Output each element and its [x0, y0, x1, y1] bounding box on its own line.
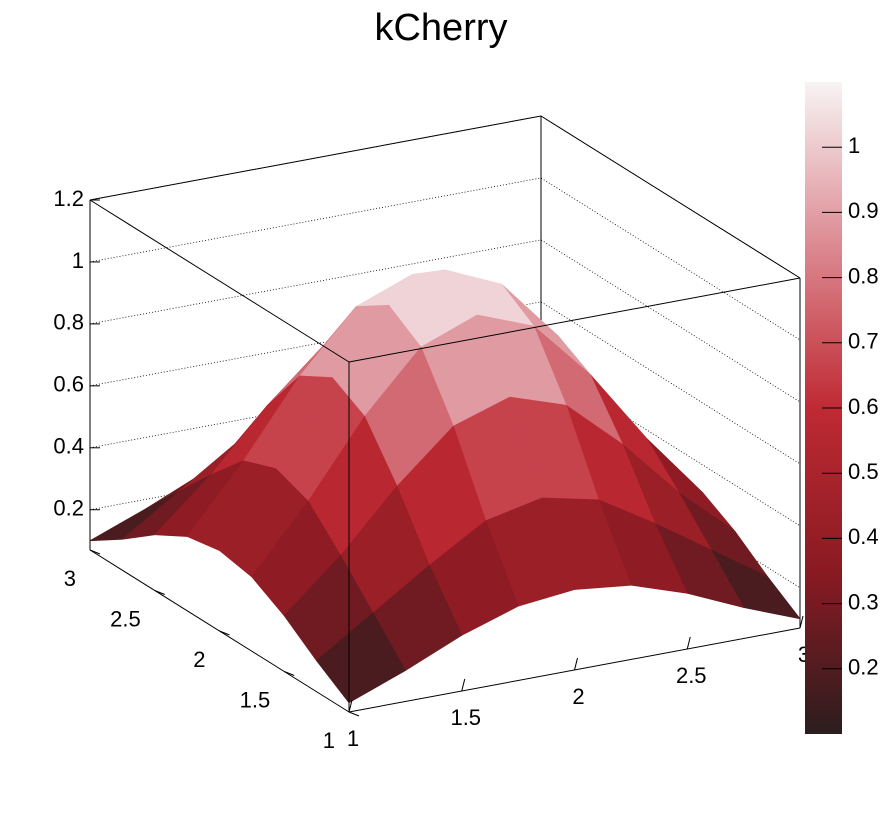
chart-title: kCherry	[374, 7, 507, 49]
colorbar-tick-label: 1	[848, 133, 860, 158]
colorbar-tick-label: 0.7	[848, 329, 879, 354]
y-tick	[154, 590, 165, 595]
x-tick	[686, 636, 691, 650]
y-tick-label: 1.5	[240, 687, 271, 712]
box-edge	[540, 115, 801, 279]
surface-cell	[316, 612, 406, 704]
z-tick-label: 0.4	[53, 434, 84, 459]
colorbar-tick-label: 0.5	[848, 459, 879, 484]
x-tick	[799, 615, 804, 629]
colorbar-tick-label: 0.4	[848, 524, 879, 549]
y-tick-label: 2	[193, 647, 205, 672]
box-edge	[89, 199, 350, 363]
z-tick-label: 0.6	[53, 372, 84, 397]
z-tick-label: 0.2	[53, 496, 84, 521]
colorbar-tick-label: 0.9	[848, 198, 879, 223]
y-tick-label: 1	[323, 728, 335, 753]
y-tick	[284, 671, 295, 676]
box-edge	[348, 277, 801, 363]
colorbar: 0.2 0.3 0.4 0.5 0.6 0.7 0.8 0.9 1	[805, 82, 879, 734]
x-tick-label: 2.5	[676, 663, 707, 688]
colorbar-tick-label: 0.8	[848, 263, 879, 288]
surface	[89, 269, 801, 704]
x-tick	[574, 657, 578, 671]
y-tick-label: 3	[64, 566, 76, 591]
box-edge	[89, 115, 542, 201]
y-tick	[348, 711, 360, 717]
z-tick-label: 1.2	[53, 186, 84, 211]
y-tick-label: 2.5	[110, 606, 141, 631]
x-tick-label: 1	[347, 726, 359, 751]
x-tick-label: 2	[572, 684, 584, 709]
colorbar-tick-label: 0.6	[848, 394, 879, 419]
colorbar-tick-label: 0.2	[848, 655, 879, 680]
back-walls: 0.2 0.4 0.6 0.8 1 1.2	[53, 115, 801, 628]
x-tick	[461, 678, 466, 692]
x-tick	[348, 699, 353, 713]
x-tick-label: 1.5	[450, 705, 481, 730]
z-tick-label: 0.8	[53, 310, 84, 335]
y-tick	[89, 549, 101, 555]
z-tick-label: 1	[72, 248, 84, 273]
y-tick	[219, 630, 230, 636]
colorbar-tick-label: 0.3	[848, 589, 879, 614]
